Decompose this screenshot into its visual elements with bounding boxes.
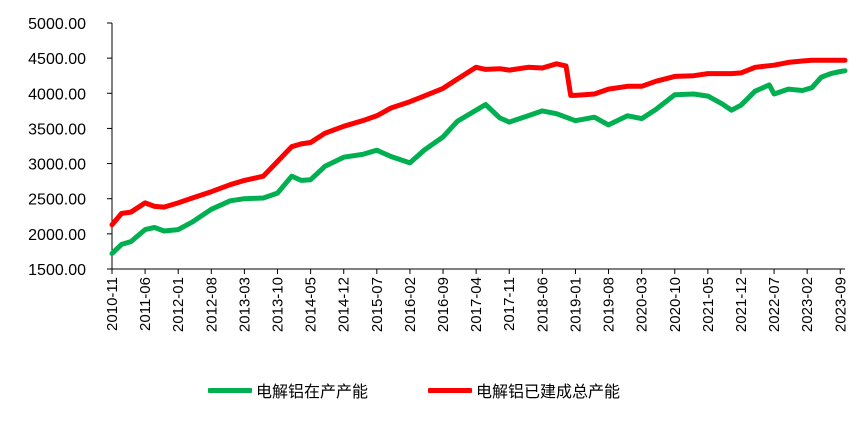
y-tick-label: 4500.00	[28, 51, 86, 68]
legend-label-in-production: 电解铝在产产能	[256, 382, 369, 401]
x-tick-label: 2023-02	[799, 277, 816, 332]
legend-item-total-built: 电解铝已建成总产能	[428, 378, 620, 402]
x-tick-label: 2015-07	[369, 277, 386, 332]
x-tick-label: 2020-03	[634, 277, 651, 332]
x-tick-label: 2017-04	[468, 277, 485, 332]
x-tick-label: 2011-06	[137, 277, 154, 331]
x-tick-label: 2020-10	[667, 277, 684, 332]
x-tick-label: 2014-12	[336, 277, 353, 332]
x-tick-label: 2012-01	[170, 277, 187, 332]
x-tick-label: 2023-09	[832, 277, 849, 332]
y-tick-label: 4000.00	[28, 86, 86, 103]
x-tick-label: 2021-05	[700, 277, 717, 332]
x-tick-label: 2016-09	[435, 277, 452, 332]
x-tick-label: 2014-05	[303, 277, 320, 332]
y-tick-label: 2500.00	[28, 192, 86, 209]
x-tick-label: 2012-08	[203, 277, 220, 332]
legend-label-total-built: 电解铝已建成总产能	[476, 382, 621, 401]
series-layer	[109, 57, 848, 256]
y-tick-label: 1500.00	[28, 262, 86, 279]
chart-legend: 电解铝在产产能 电解铝已建成总产能	[0, 378, 865, 402]
x-tick-label: 2013-10	[270, 277, 287, 332]
x-tick-label: 2019-01	[567, 277, 584, 332]
legend-swatch-red	[428, 387, 472, 393]
series-line-in-production	[109, 68, 848, 256]
y-tick-label: 5000.00	[28, 16, 86, 33]
legend-item-in-production: 电解铝在产产能	[208, 378, 368, 402]
x-tick-label: 2010-11	[104, 277, 121, 331]
y-axis: 1500.00 2000.00 2500.00 3000.00 3500.00 4000.…	[28, 16, 113, 279]
x-tick-label: 2021-12	[733, 277, 750, 332]
x-tick-label: 2022-07	[766, 277, 783, 332]
x-tick-label: 2017-11	[501, 277, 518, 331]
x-axis: 2010-11 2011-06 2012-01 2012-08 2013-03 2013-…	[104, 268, 849, 332]
legend-swatch-green	[208, 387, 252, 393]
y-tick-label: 2000.00	[28, 227, 86, 244]
y-tick-label: 3000.00	[28, 157, 86, 174]
x-tick-label: 2018-06	[534, 277, 551, 332]
series-line-total-built	[109, 57, 848, 228]
y-tick-label: 3500.00	[28, 121, 86, 138]
x-tick-label: 2016-02	[402, 277, 419, 332]
x-tick-label: 2019-08	[601, 277, 618, 332]
x-tick-label: 2013-03	[236, 277, 253, 332]
